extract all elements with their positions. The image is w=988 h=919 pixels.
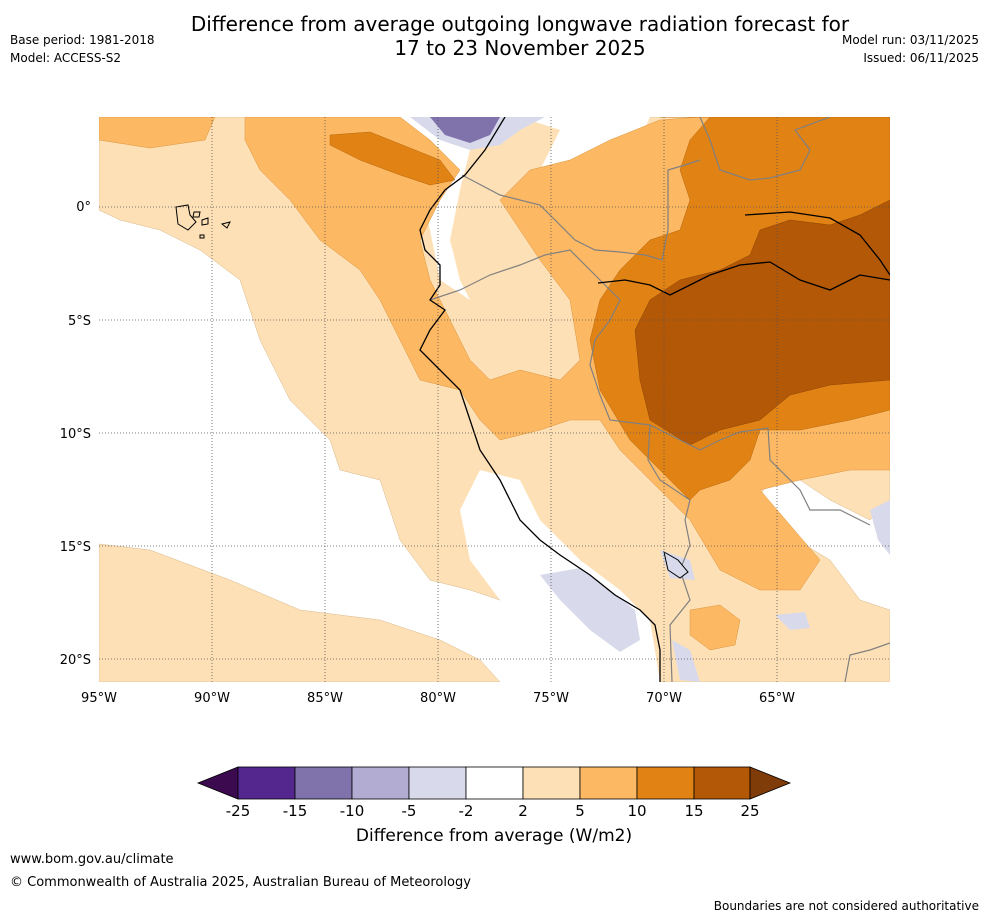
lon-label: 80°W xyxy=(420,691,456,706)
lon-label: 95°W xyxy=(81,691,117,706)
lat-label: 0° xyxy=(76,200,91,215)
colorbar-tick-label: 25 xyxy=(740,802,759,820)
anomaly-minus-5-altiplano xyxy=(672,640,700,682)
colorbar-bin xyxy=(237,766,296,800)
lat-label: 15°S xyxy=(60,540,91,555)
lon-label: 75°W xyxy=(533,691,569,706)
anomaly-minus-5-south xyxy=(540,568,640,652)
country-boundary-colombia xyxy=(461,159,701,261)
lat-label: 5°S xyxy=(68,314,91,329)
colorbar-tick-label: 2 xyxy=(518,802,528,820)
copyright-text: © Commonwealth of Australia 2025, Austra… xyxy=(10,875,471,890)
country-boundary-bolivia xyxy=(647,424,691,682)
colorbar-bin xyxy=(522,766,581,800)
colorbar-tick-label: -2 xyxy=(459,802,474,820)
lon-label: 90°W xyxy=(194,691,230,706)
anomaly-minus-5-east xyxy=(870,500,890,555)
lon-label: 65°W xyxy=(759,691,795,706)
colorbar-ticks: -25 -15 -10 -5 -2 2 5 10 15 25 xyxy=(226,802,760,820)
chart-title: Difference from average outgoing longwav… xyxy=(0,12,988,60)
colorbar-bin xyxy=(636,766,695,800)
colorbar: -25 -15 -10 -5 -2 2 5 10 15 25 xyxy=(196,766,792,820)
anomaly-15-25-region xyxy=(634,199,890,446)
lat-label: 20°S xyxy=(60,653,91,668)
anomaly-minus-5-south-east xyxy=(775,612,810,630)
latitude-labels: 0° 5°S 10°S 15°S 20°S xyxy=(60,200,91,668)
lon-label: 85°W xyxy=(307,691,343,706)
colorbar-tick-label: -25 xyxy=(226,802,251,820)
galapagos-islands xyxy=(175,204,231,239)
map-area xyxy=(99,117,890,682)
lon-label: 70°W xyxy=(646,691,682,706)
colorbar-extend-low xyxy=(196,766,239,800)
country-boundary-brazil-north xyxy=(699,117,831,181)
colorbar-tick-label: -10 xyxy=(340,802,365,820)
anomaly-5-10-north-west xyxy=(99,117,216,149)
anomaly-5-10-south xyxy=(689,604,741,651)
coastline-amazon-river xyxy=(597,261,890,296)
colorbar-bin xyxy=(351,766,410,800)
lat-label: 10°S xyxy=(60,427,91,442)
country-boundary-paraguay xyxy=(844,642,890,682)
issued-text: Issued: 06/11/2025 xyxy=(863,51,979,65)
meta-right: Model run: 03/11/2025 Issued: 06/11/2025 xyxy=(842,32,979,68)
country-boundary-peru-east xyxy=(429,249,871,526)
model-text: Model: ACCESS-S2 xyxy=(10,51,122,65)
anomaly-2-5-south-west xyxy=(99,543,501,682)
map-gridlines xyxy=(99,117,890,682)
meta-left: Base period: 1981-2018 Model: ACCESS-S2 xyxy=(10,32,155,68)
colorbar-tick-label: 5 xyxy=(575,802,585,820)
lake-titicaca xyxy=(663,551,689,579)
anomaly-minus-10-north xyxy=(430,117,500,143)
website-text: www.bom.gov.au/climate xyxy=(10,852,174,867)
coastline-south-america xyxy=(419,117,661,682)
title-line-2: 17 to 23 November 2025 xyxy=(394,36,646,60)
longitude-labels: 95°W 90°W 85°W 80°W 75°W 70°W 65°W xyxy=(81,691,795,706)
base-period-text: Base period: 1981-2018 xyxy=(10,33,155,47)
colorbar-bin xyxy=(693,766,751,800)
colorbar-bin xyxy=(465,766,524,800)
model-run-text: Model run: 03/11/2025 xyxy=(841,33,979,47)
colorbar-bin xyxy=(579,766,638,800)
colorbar-tick-label: -5 xyxy=(402,802,417,820)
colorbar-tick-label: 15 xyxy=(684,802,703,820)
coastline-rio-negro xyxy=(744,211,890,276)
colorbar-bin xyxy=(408,766,467,800)
colorbar-tick-label: 10 xyxy=(627,802,646,820)
disclaimer-text: Boundaries are not considered authoritat… xyxy=(713,899,979,913)
colorbar-label: Difference from average (W/m2) xyxy=(355,826,633,846)
colorbar-extend-high xyxy=(749,766,792,800)
title-line-1: Difference from average outgoing longwav… xyxy=(190,12,850,36)
colorbar-tick-label: -15 xyxy=(283,802,308,820)
colorbar-bin xyxy=(294,766,353,800)
anomaly-10-15-north xyxy=(329,131,456,186)
